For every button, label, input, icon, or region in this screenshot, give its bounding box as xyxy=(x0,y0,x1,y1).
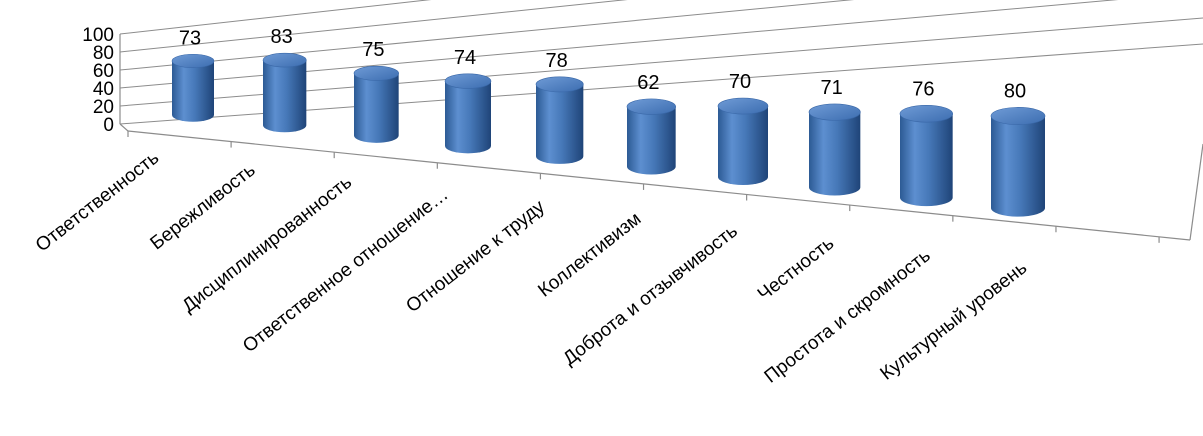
data-label: 75 xyxy=(362,39,384,61)
bar-top xyxy=(626,98,676,115)
bar-body xyxy=(626,106,676,175)
bar-top xyxy=(171,53,215,68)
bar-body xyxy=(263,60,307,133)
data-label: 62 xyxy=(637,72,659,94)
y-tick-label: 40 xyxy=(93,79,114,100)
data-label: 73 xyxy=(179,27,201,49)
category-label: Бережливость xyxy=(147,160,260,255)
category-labels: ОтветственностьБережливостьДисциплиниров… xyxy=(32,147,1031,387)
bar-top xyxy=(808,103,861,121)
data-label: 83 xyxy=(271,26,293,48)
bar xyxy=(262,52,307,133)
category-label: Ответственное отношение… xyxy=(239,184,452,357)
bar-body xyxy=(991,116,1045,217)
bar-body xyxy=(172,60,214,122)
bar xyxy=(444,73,492,154)
data-label: 70 xyxy=(729,71,751,93)
category-label: Честность xyxy=(754,233,838,305)
bar-body xyxy=(718,106,768,185)
floor-right-edge xyxy=(1189,143,1203,241)
data-label: 76 xyxy=(912,78,934,100)
bar xyxy=(717,97,769,185)
bar-top xyxy=(535,76,584,93)
bar xyxy=(353,65,399,143)
bar-body xyxy=(445,81,491,154)
bar-top xyxy=(444,73,492,89)
bar xyxy=(626,98,676,175)
y-tick-label: 60 xyxy=(93,61,114,82)
bar xyxy=(899,105,953,207)
bar xyxy=(535,76,584,164)
y-tick-label: 20 xyxy=(93,97,114,118)
bars xyxy=(171,52,1046,217)
y-tick-label: 0 xyxy=(103,115,114,136)
gridline xyxy=(119,0,628,53)
bar xyxy=(990,107,1046,217)
data-label: 71 xyxy=(821,77,843,99)
gridline xyxy=(119,0,855,71)
bar-body xyxy=(536,84,584,164)
bar xyxy=(808,103,861,196)
bar-top xyxy=(899,105,953,123)
data-label: 78 xyxy=(546,50,568,72)
floor-front-edge xyxy=(127,130,1191,241)
y-tick-label: 80 xyxy=(93,43,114,64)
bar-body xyxy=(900,113,953,207)
floor-left-edge xyxy=(119,123,129,132)
data-label: 80 xyxy=(1004,80,1026,102)
bar-top xyxy=(353,65,399,81)
bar-top xyxy=(717,97,769,115)
bar-top xyxy=(990,107,1046,125)
bar-body xyxy=(809,112,861,196)
data-labels: 73 83 75 74 78 62 70 71 76 80 xyxy=(179,26,1026,102)
y-tick-label: 100 xyxy=(82,25,114,46)
category-label: Ответственность xyxy=(32,147,163,256)
gridline xyxy=(119,0,432,35)
data-label: 74 xyxy=(454,47,476,69)
bar-body xyxy=(354,73,399,143)
bar-top xyxy=(262,52,307,68)
bar xyxy=(171,53,215,122)
category-label: Коллективизм xyxy=(534,209,645,302)
